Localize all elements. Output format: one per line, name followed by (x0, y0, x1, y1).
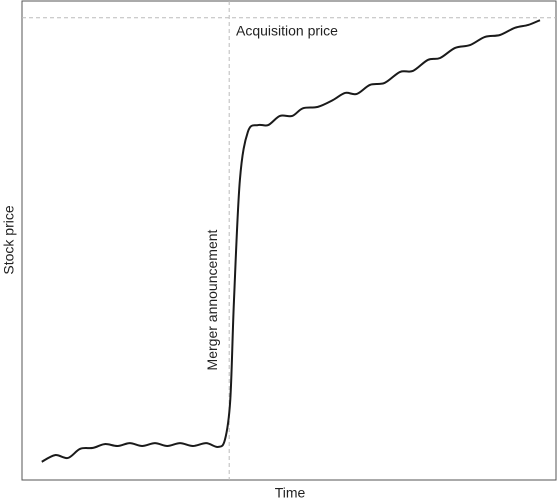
plot-frame (21, 0, 557, 481)
annotation: Acquisition price (236, 22, 338, 38)
y-axis-label: Stock price (1, 205, 17, 274)
price-line (41, 19, 541, 463)
x-axis-label: Time (275, 485, 306, 501)
annotation: Merger announcement (204, 229, 220, 370)
